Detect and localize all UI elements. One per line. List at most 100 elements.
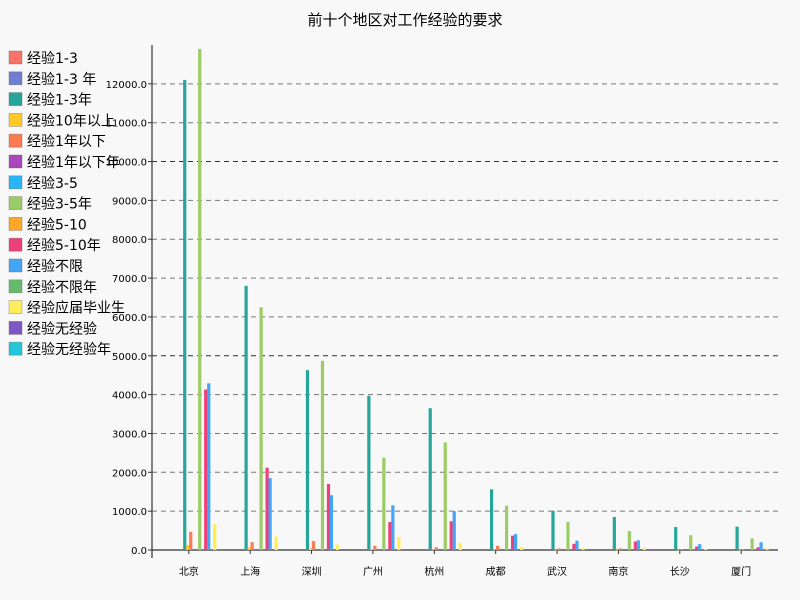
legend-item[interactable]: 经验5-10年 bbox=[8, 237, 101, 254]
bar bbox=[575, 540, 579, 550]
legend-item[interactable]: 经验不限年 bbox=[8, 279, 97, 296]
legend-swatch bbox=[8, 50, 23, 65]
bar bbox=[373, 545, 377, 550]
bar bbox=[765, 548, 769, 550]
legend-item[interactable]: 经验1年以下 bbox=[8, 133, 106, 150]
bar bbox=[520, 546, 524, 550]
bar bbox=[186, 544, 190, 550]
legend-label: 经验1年以下 bbox=[27, 134, 106, 150]
bar bbox=[428, 408, 432, 550]
legend-label: 经验10年以上 bbox=[27, 113, 115, 129]
bar bbox=[511, 535, 515, 550]
bar bbox=[490, 489, 494, 550]
x-tick-label: 广州 bbox=[363, 566, 383, 578]
y-tick-label: 10000.0 bbox=[106, 158, 147, 169]
bar bbox=[741, 549, 745, 550]
legend-swatch bbox=[8, 258, 23, 273]
bar bbox=[259, 307, 263, 550]
legend-item[interactable]: 经验1年以下年 bbox=[8, 154, 120, 171]
bar bbox=[183, 79, 187, 550]
bar bbox=[388, 522, 392, 550]
bar bbox=[581, 548, 585, 550]
legend-swatch bbox=[8, 71, 23, 86]
legend-item[interactable]: 经验无经验年 bbox=[8, 341, 111, 358]
legend-item[interactable]: 经验1-3 bbox=[8, 50, 78, 67]
bar bbox=[329, 495, 334, 550]
bar bbox=[367, 395, 371, 550]
legend-label: 经验1-3年 bbox=[27, 93, 92, 109]
legend[interactable]: 经验1-3 经验1-3 年经验1-3年经验10年以上经验1年以下经验1年以下年经验… bbox=[8, 50, 125, 358]
y-tick-label: 0.0 bbox=[131, 546, 147, 557]
legend-label: 经验不限 bbox=[27, 259, 83, 275]
bar bbox=[431, 549, 435, 551]
bar bbox=[320, 360, 325, 550]
legend-swatch bbox=[8, 175, 23, 190]
y-tick-label: 1000.0 bbox=[112, 507, 147, 518]
legend-item[interactable]: 经验10年以上 bbox=[8, 113, 115, 129]
y-tick-label: 2000.0 bbox=[112, 468, 147, 479]
legend-item[interactable]: 经验1-3 年 bbox=[8, 71, 96, 88]
bar bbox=[268, 478, 272, 550]
y-axis: 0.0 1000.0 2000.0 3000.0 4000.0 5000.0 6000.0 7… bbox=[106, 45, 153, 558]
legend-swatch bbox=[8, 341, 23, 356]
bar bbox=[642, 547, 646, 550]
legend-label: 经验3-5年 bbox=[27, 197, 92, 213]
bar bbox=[204, 389, 208, 550]
bar bbox=[434, 547, 438, 550]
bar bbox=[247, 547, 251, 550]
legend-item[interactable]: 经验应届毕业生 bbox=[8, 300, 125, 317]
bar bbox=[615, 549, 619, 551]
bar bbox=[612, 516, 616, 550]
bar bbox=[198, 48, 202, 551]
legend-item[interactable]: 经验无经验 bbox=[8, 320, 97, 337]
bar bbox=[265, 467, 269, 550]
bar bbox=[756, 547, 760, 550]
x-tick-label: 上海 bbox=[240, 565, 260, 578]
bar bbox=[735, 526, 739, 550]
bar bbox=[207, 383, 211, 550]
bars bbox=[183, 48, 769, 551]
bar bbox=[505, 505, 509, 550]
bar bbox=[308, 548, 313, 550]
y-tick-label: 3000.0 bbox=[112, 429, 147, 440]
bar bbox=[514, 534, 518, 550]
bar bbox=[244, 285, 248, 550]
y-tick-label: 9000.0 bbox=[112, 196, 147, 207]
bar bbox=[677, 549, 681, 551]
legend-label: 经验1-3 bbox=[27, 51, 78, 67]
legend-swatch bbox=[8, 154, 23, 169]
bar bbox=[750, 538, 754, 550]
y-tick-label: 12000.0 bbox=[106, 80, 147, 91]
x-tick-label: 杭州 bbox=[424, 565, 444, 578]
legend-item[interactable]: 经验5-10 bbox=[8, 216, 87, 233]
legend-label: 经验1-3 年 bbox=[27, 72, 96, 88]
legend-item[interactable]: 经验3-5年 bbox=[8, 196, 92, 213]
x-tick-label: 北京 bbox=[179, 565, 199, 578]
legend-swatch bbox=[8, 196, 23, 211]
bar bbox=[572, 543, 576, 550]
y-tick-label: 6000.0 bbox=[112, 313, 147, 324]
x-tick-label: 南京 bbox=[608, 565, 628, 578]
legend-swatch bbox=[8, 300, 23, 315]
bar bbox=[335, 544, 340, 550]
bar bbox=[397, 537, 401, 550]
y-tick-label: 4000.0 bbox=[112, 391, 147, 402]
legend-swatch bbox=[8, 216, 23, 231]
legend-label: 经验无经验年 bbox=[27, 342, 111, 358]
bar bbox=[496, 545, 500, 550]
legend-swatch bbox=[8, 320, 23, 335]
bar bbox=[326, 483, 331, 550]
bar bbox=[680, 549, 684, 550]
chart-title: 前十个地区对工作经验的要求 bbox=[307, 11, 502, 29]
legend-item[interactable]: 经验不限 bbox=[8, 258, 83, 275]
bar bbox=[391, 505, 395, 550]
bar bbox=[627, 530, 631, 550]
bar bbox=[674, 527, 678, 550]
bar bbox=[738, 549, 742, 551]
bar bbox=[551, 510, 555, 550]
legend-swatch bbox=[8, 92, 23, 106]
legend-item[interactable]: 经验3-5 bbox=[8, 175, 78, 192]
bar bbox=[452, 511, 456, 550]
bar bbox=[213, 523, 217, 550]
legend-item[interactable]: 经验1-3年 bbox=[8, 92, 92, 109]
